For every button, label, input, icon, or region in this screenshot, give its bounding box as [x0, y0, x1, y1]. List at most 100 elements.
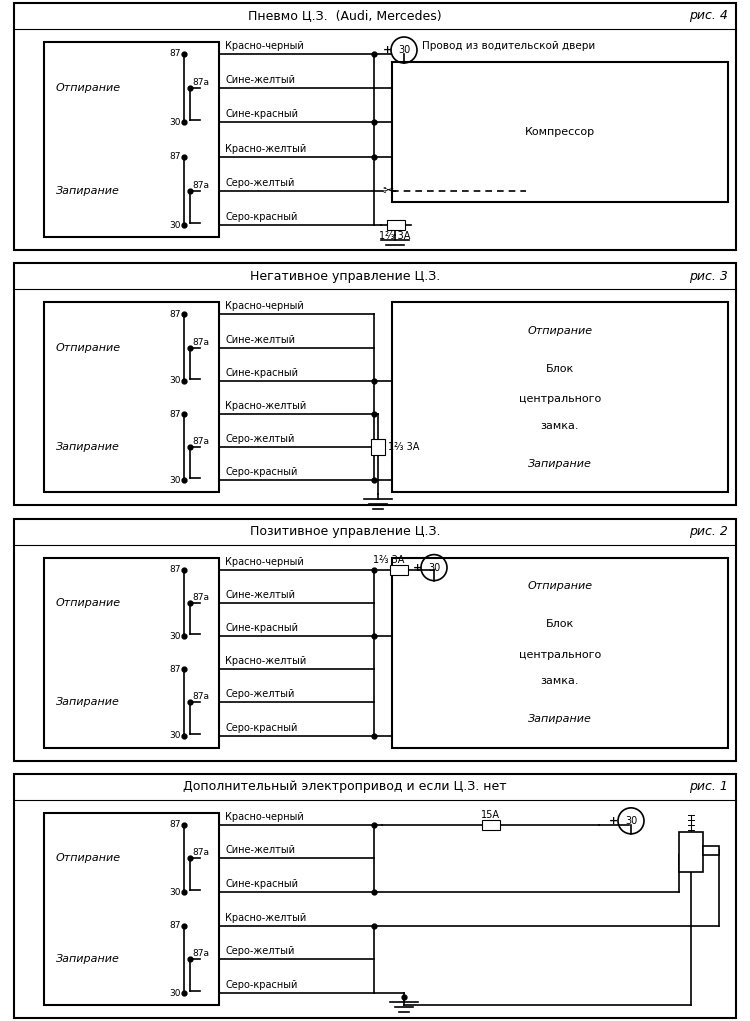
- Text: Сине-желтый: Сине-желтый: [225, 335, 295, 344]
- Text: Красно-черный: Красно-черный: [225, 41, 304, 51]
- Text: 87а: 87а: [192, 593, 209, 601]
- Text: Отпирание: Отпирание: [56, 84, 122, 93]
- Text: 87: 87: [170, 820, 181, 829]
- Text: +: +: [609, 816, 619, 826]
- Text: Красно-черный: Красно-черный: [225, 556, 304, 567]
- Text: 30: 30: [625, 816, 637, 826]
- Text: Пневмо Ц.З.  (Audi, Mercedes): Пневмо Ц.З. (Audi, Mercedes): [248, 9, 442, 22]
- Text: 1⅔ 3А: 1⅔ 3А: [380, 231, 411, 241]
- Bar: [389, 565, 407, 575]
- Bar: [44, 813, 219, 1005]
- Text: Серо-желтый: Серо-желтый: [225, 434, 294, 444]
- Text: Отпирание: Отпирание: [56, 598, 122, 607]
- Text: 87: 87: [170, 49, 181, 58]
- Bar: [392, 61, 728, 202]
- Text: 87: 87: [170, 665, 181, 674]
- Text: 30: 30: [170, 476, 181, 485]
- Bar: [679, 832, 703, 872]
- Text: Отпирание: Отпирание: [56, 343, 122, 352]
- Bar: [44, 557, 219, 747]
- Text: Отпирание: Отпирание: [56, 854, 122, 864]
- Text: Красно-черный: Красно-черный: [225, 301, 304, 311]
- Text: 87: 87: [170, 921, 181, 930]
- Text: 87а: 87а: [192, 338, 209, 346]
- Text: 30: 30: [170, 221, 181, 230]
- Text: центрального: центрального: [519, 394, 602, 404]
- Text: Отпирание: Отпирание: [527, 326, 592, 336]
- Text: 30: 30: [170, 632, 181, 640]
- Text: Красно-желтый: Красно-желтый: [225, 401, 306, 411]
- Text: 30: 30: [398, 45, 410, 55]
- Text: Запирание: Запирание: [528, 715, 592, 724]
- Text: Сине-желтый: Сине-желтый: [225, 845, 295, 856]
- Text: 30: 30: [427, 563, 440, 573]
- Text: Негативное управление Ц.З.: Негативное управление Ц.З.: [250, 270, 440, 283]
- Text: +: +: [413, 563, 422, 573]
- Bar: [14, 519, 736, 761]
- Text: Компрессор: Компрессор: [525, 127, 595, 137]
- Text: Отпирание: Отпирание: [527, 581, 592, 591]
- Text: Красно-желтый: Красно-желтый: [225, 144, 306, 154]
- Text: замка.: замка.: [541, 421, 579, 431]
- Bar: [14, 3, 736, 250]
- Text: центрального: центрального: [519, 649, 602, 660]
- Text: Серо-красный: Серо-красный: [225, 980, 297, 990]
- Text: 87а: 87а: [192, 79, 209, 87]
- Text: Запирание: Запирание: [56, 186, 120, 196]
- Bar: [392, 302, 728, 492]
- Bar: [703, 845, 719, 855]
- Text: Сине-красный: Сине-красный: [225, 109, 298, 119]
- Text: Запирание: Запирание: [56, 955, 120, 965]
- Text: Сине-красный: Сине-красный: [225, 368, 298, 378]
- Text: Позитивное управление Ц.З.: Позитивное управление Ц.З.: [250, 525, 440, 538]
- Text: Красно-желтый: Красно-желтый: [225, 657, 306, 667]
- Text: 30: 30: [170, 118, 181, 127]
- Text: Сине-желтый: Сине-желтый: [225, 76, 295, 85]
- Text: 87: 87: [170, 565, 181, 574]
- Text: 30: 30: [170, 377, 181, 385]
- Bar: [387, 221, 405, 230]
- Text: 87: 87: [170, 409, 181, 419]
- Text: Блок: Блок: [546, 363, 574, 374]
- Text: 87а: 87а: [192, 692, 209, 701]
- Bar: [44, 42, 219, 237]
- Text: замка.: замка.: [541, 676, 579, 686]
- Text: Запирание: Запирание: [56, 442, 120, 452]
- Text: Серо-желтый: Серо-желтый: [225, 178, 294, 188]
- Bar: [482, 820, 500, 830]
- Text: 87: 87: [170, 309, 181, 319]
- Text: рис. 4: рис. 4: [689, 9, 728, 22]
- Text: Красно-черный: Красно-черный: [225, 812, 304, 822]
- Text: рис. 3: рис. 3: [689, 270, 728, 283]
- Text: 87а: 87а: [192, 181, 209, 190]
- Text: Провод из водительской двери: Провод из водительской двери: [422, 41, 596, 51]
- Text: Серо-красный: Серо-красный: [225, 212, 297, 223]
- Text: Запирание: Запирание: [56, 697, 120, 708]
- Bar: [14, 263, 736, 505]
- Text: Дополнительный электропривод и если Ц.З. нет: Дополнительный электропривод и если Ц.З.…: [183, 780, 507, 793]
- Text: Сине-желтый: Сине-желтый: [225, 590, 295, 599]
- Text: Блок: Блок: [546, 619, 574, 629]
- Text: 1⅔ 3А: 1⅔ 3А: [388, 442, 419, 452]
- Text: Сине-красный: Сине-красный: [225, 623, 298, 633]
- Text: рис. 1: рис. 1: [689, 780, 728, 793]
- Text: 30: 30: [170, 988, 181, 998]
- Text: 87а: 87а: [192, 848, 209, 858]
- Text: 87: 87: [170, 152, 181, 161]
- Text: ✂: ✂: [382, 184, 394, 198]
- Text: +: +: [382, 45, 392, 55]
- Text: 15А: 15А: [481, 810, 500, 820]
- Text: 87а: 87а: [192, 950, 209, 959]
- Text: Серо-желтый: Серо-желтый: [225, 689, 294, 699]
- Text: рис. 2: рис. 2: [689, 525, 728, 538]
- Text: Серо-красный: Серо-красный: [225, 723, 297, 733]
- Bar: [371, 439, 385, 455]
- Text: Серо-красный: Серо-красный: [225, 468, 297, 478]
- Text: 87а: 87а: [192, 437, 209, 446]
- Text: Серо-желтый: Серо-желтый: [225, 946, 294, 957]
- Text: 30: 30: [170, 887, 181, 896]
- Bar: [14, 774, 736, 1018]
- Bar: [392, 557, 728, 747]
- Bar: [44, 302, 219, 492]
- Text: Сине-красный: Сине-красный: [225, 879, 298, 889]
